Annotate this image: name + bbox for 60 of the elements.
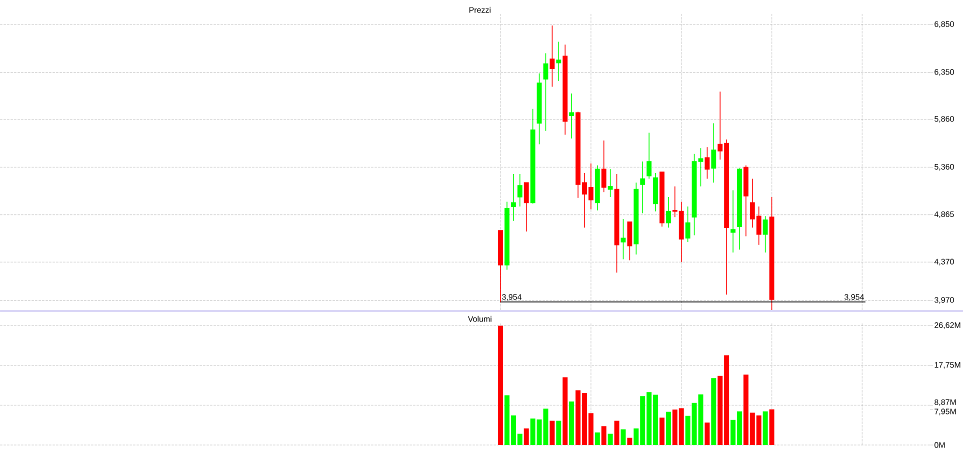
candlestick (666, 196, 671, 228)
candlestick (524, 182, 529, 232)
bar (601, 426, 606, 445)
candlestick (653, 172, 658, 212)
y-tick-label: 4,865 (934, 211, 954, 218)
text: 3,954 (844, 294, 864, 301)
y-tick-label: 0M (934, 442, 945, 448)
chart-title: Volumi (468, 316, 492, 322)
candlestick (737, 168, 742, 250)
candlestick (510, 174, 516, 222)
y-tick-label: 26,62M (934, 322, 960, 329)
candlestick (640, 161, 646, 214)
bar (498, 326, 504, 445)
candlestick (730, 190, 736, 253)
y-tick-label: 6,350 (934, 69, 954, 76)
y-tick-label: 6,850 (934, 21, 954, 28)
candlestick (711, 122, 716, 183)
bar (569, 401, 574, 445)
bar (666, 412, 671, 445)
bar (627, 438, 632, 445)
bar (562, 377, 568, 445)
bar (614, 420, 620, 445)
candlestick (517, 174, 522, 207)
bar (659, 418, 664, 445)
bar (556, 420, 562, 445)
candlestick (627, 221, 632, 261)
candlestick (634, 182, 639, 255)
bar (711, 378, 716, 445)
bar (704, 422, 710, 445)
candlestick (685, 206, 690, 242)
bar (524, 428, 529, 445)
candlestick (743, 164, 748, 237)
y-tick-label: 5,860 (934, 116, 954, 123)
y-tick-label: 8,87M (934, 399, 956, 406)
y-tick-label: 17,75M (934, 362, 960, 369)
candlestick (704, 146, 710, 180)
candlestick (594, 164, 600, 211)
bar (762, 411, 768, 445)
bar (550, 420, 555, 445)
y-tick-label: 4,370 (934, 258, 954, 266)
bar (620, 429, 626, 445)
candlestick (769, 196, 774, 310)
bar (769, 409, 774, 445)
candlestick (562, 44, 568, 136)
candlestick (504, 201, 510, 270)
bar (594, 432, 600, 445)
ref-line-label: 3,954 (502, 294, 522, 301)
y-tick-label: 5,360 (934, 164, 954, 171)
candlestick (498, 230, 503, 303)
chart-title: Prezzi (469, 6, 490, 13)
candlestick (762, 216, 768, 253)
candlestick (530, 108, 536, 204)
candlestick (660, 172, 664, 228)
y-tick-label: 7,95M (934, 408, 956, 416)
bar (608, 434, 613, 445)
candlestick (646, 132, 652, 180)
candlestick (569, 93, 574, 139)
candlestick (692, 153, 697, 236)
y-tick-label: 3,970 (934, 297, 954, 304)
candlestick (601, 140, 606, 193)
